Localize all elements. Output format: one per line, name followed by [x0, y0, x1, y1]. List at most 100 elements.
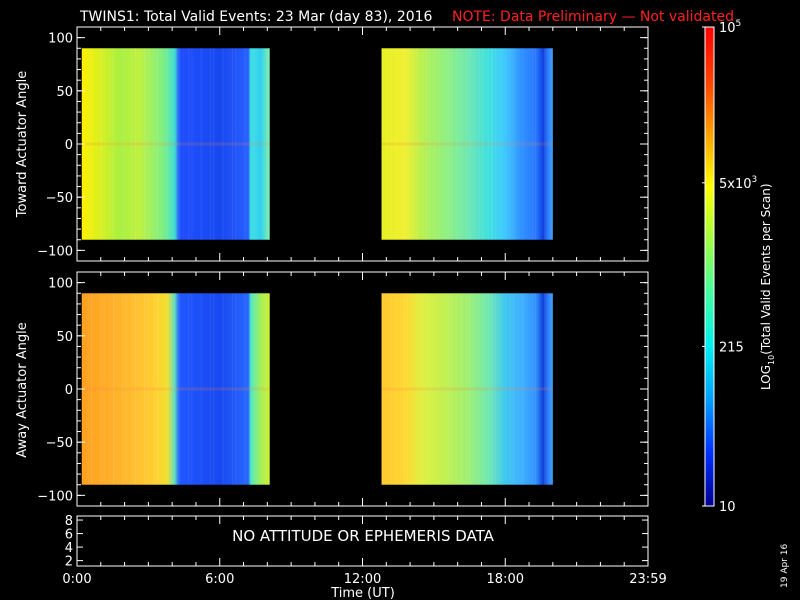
heatmap-striation: [122, 293, 124, 485]
heatmap-striation: [444, 293, 446, 485]
heatmap-striation: [466, 48, 468, 240]
heatmap-striation: [210, 48, 212, 240]
heatmap-striation: [522, 293, 524, 485]
y-tick-label: −100: [37, 489, 73, 504]
colorbar-label-main: LOG: [759, 365, 773, 390]
heatmap-striation: [109, 293, 111, 485]
heatmap-striation: [213, 293, 215, 485]
heatmap-striation: [188, 48, 190, 240]
heatmap-striation: [175, 293, 177, 485]
heatmap-striation: [422, 293, 424, 485]
heatmap-striation: [244, 293, 246, 485]
heatmap-striation: [487, 293, 490, 485]
heatmap-striation: [156, 48, 158, 240]
y-tick-label: 100: [48, 32, 73, 47]
colorbar-label-sub: 10: [767, 355, 776, 365]
heatmap-striation: [434, 293, 436, 485]
heatmap-striation: [466, 293, 468, 485]
heatmap-striation: [494, 293, 497, 485]
heatmap-striation: [156, 293, 159, 485]
heatmap-striation: [425, 48, 427, 240]
heatmap-striation: [382, 293, 384, 485]
heatmap-striation: [469, 48, 472, 240]
heatmap-striation: [153, 293, 155, 485]
heatmap-striation: [451, 293, 453, 485]
heatmap-striation: [156, 48, 159, 240]
y-tick-label: 0: [65, 138, 73, 153]
heatmap-striation: [112, 293, 115, 485]
heatmap-striation: [188, 293, 190, 485]
y-tick-label: 8: [65, 514, 73, 529]
heatmap-striation: [231, 293, 234, 485]
heatmap-striation: [512, 48, 515, 240]
heatmap-striation: [491, 293, 494, 485]
heatmap-striation: [500, 293, 502, 485]
heatmap-striation: [147, 293, 149, 485]
heatmap-striation: [403, 293, 405, 485]
zero-angle-band: [381, 142, 553, 146]
heatmap-striation: [100, 293, 102, 485]
heatmap-striation: [473, 293, 475, 485]
colorbar-tick-label: 215: [719, 340, 744, 355]
heatmap-striation: [169, 48, 171, 240]
heatmap-striation: [166, 48, 168, 240]
heatmap-striation: [134, 48, 136, 240]
heatmap-striation: [178, 48, 180, 240]
y-tick-label: 100: [48, 277, 73, 292]
heatmap-striation: [534, 293, 537, 485]
heatmap-striation: [178, 293, 180, 485]
heatmap-striation: [407, 48, 409, 240]
heatmap-striation: [434, 48, 436, 240]
colorbar-tick-label: 5x103: [719, 175, 757, 192]
heatmap-striation: [390, 293, 393, 485]
heatmap-striation: [200, 293, 202, 485]
x-tick-label: 18:00: [487, 572, 524, 587]
heatmap-striation: [394, 48, 397, 240]
y-tick-label: −50: [46, 191, 73, 206]
heatmap-striation: [87, 48, 90, 240]
heatmap-striation: [426, 48, 428, 240]
zero-angle-band: [81, 142, 270, 146]
heatmap-striation: [122, 48, 124, 240]
heatmap-striation: [144, 293, 146, 485]
colorbar-label: LOG10(Total Valid Events per Scan): [759, 183, 776, 390]
heatmap-striation: [447, 293, 449, 485]
heatmap-striation: [113, 48, 115, 240]
heatmap-striation: [266, 48, 268, 240]
heatmap-striation: [100, 293, 102, 485]
heatmap-striation: [382, 48, 384, 240]
heatmap-striation: [385, 48, 387, 240]
x-axis-label: Time (UT): [330, 586, 395, 600]
heatmap-striation: [412, 48, 415, 240]
heatmap-striation: [134, 48, 137, 240]
heatmap-striation: [109, 48, 111, 240]
heatmap-striation: [91, 293, 93, 485]
date-stamp: 19 Apr 16: [780, 544, 790, 588]
heatmap-striation: [469, 293, 471, 485]
toward-actuator-panel: 100 50 0 −50 −100: [37, 26, 649, 262]
heatmap-striation: [403, 48, 405, 240]
heatmap-striation: [422, 48, 424, 240]
heatmap-striation: [144, 48, 146, 240]
heatmap-striation: [429, 48, 431, 240]
heatmap-striation: [166, 48, 168, 240]
y-tick-label: 50: [56, 330, 73, 345]
heatmap-striation: [512, 293, 515, 485]
heatmap-striation: [178, 293, 180, 485]
x-tick-label: 0:00: [62, 572, 91, 587]
heatmap-block: [81, 48, 270, 240]
heatmap-striation: [482, 48, 484, 240]
colorbar-tick-label: 10: [719, 500, 736, 515]
heatmap-striation: [544, 48, 546, 240]
heatmap-striation: [469, 48, 471, 240]
colorbar-label-rest: (Total Valid Events per Scan): [759, 183, 773, 354]
colorbar-tick-label: 105: [719, 19, 741, 36]
y-tick-label: 6: [65, 528, 73, 543]
y-tick-label: −100: [37, 244, 73, 259]
heatmap-striation: [222, 293, 224, 485]
y-tick-label: 2: [65, 555, 73, 570]
heatmap-striation: [235, 293, 237, 485]
heatmap-striation: [125, 48, 127, 240]
